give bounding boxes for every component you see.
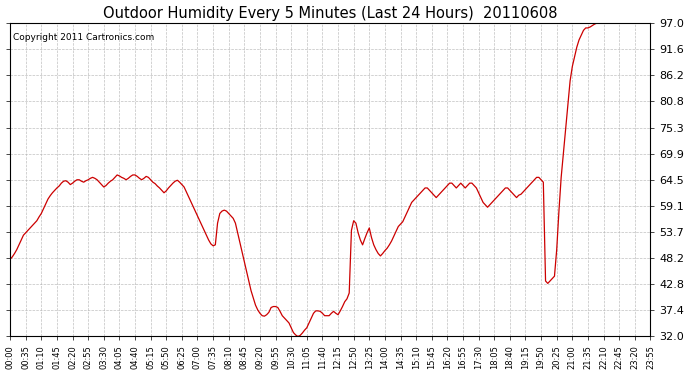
Title: Outdoor Humidity Every 5 Minutes (Last 24 Hours)  20110608: Outdoor Humidity Every 5 Minutes (Last 2… xyxy=(103,6,558,21)
Text: Copyright 2011 Cartronics.com: Copyright 2011 Cartronics.com xyxy=(13,33,155,42)
